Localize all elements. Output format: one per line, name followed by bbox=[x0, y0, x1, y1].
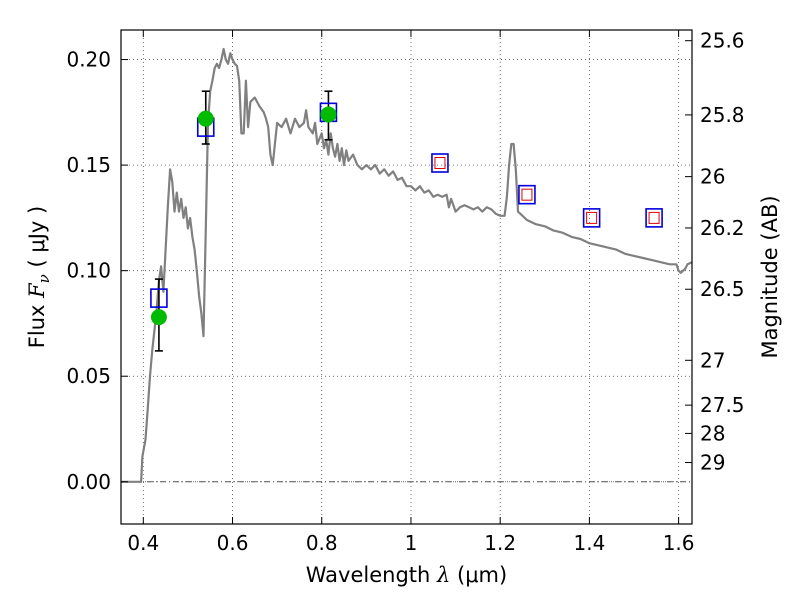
axis-ticks bbox=[121, 30, 692, 524]
x-tick-label: 0.6 bbox=[217, 531, 249, 555]
model-point-box bbox=[645, 208, 663, 228]
y2-tick-label: 25.8 bbox=[700, 103, 745, 127]
y2-tick-label: 29 bbox=[700, 451, 725, 475]
observed-point bbox=[150, 309, 167, 326]
tick-labels: 0.4 0.6 0.8 1 1.2 1.4 1.6 0.00 0.05 0.10 0.15 0.20 2… bbox=[66, 29, 744, 555]
x-tick-label: 0.4 bbox=[127, 531, 159, 555]
x-axis-title-symbol: λ bbox=[436, 563, 450, 587]
plot-frame bbox=[120, 29, 693, 525]
y2-axis-title: Magnitude (AB) bbox=[758, 195, 782, 358]
model-point-inner-box bbox=[434, 157, 446, 169]
y2-tick-label: 27 bbox=[700, 348, 725, 372]
y-axis-title: Flux Fν ( μJy ) bbox=[25, 206, 53, 348]
y-tick-label: 0.00 bbox=[66, 470, 111, 494]
y-tick-label: 0.05 bbox=[66, 364, 111, 388]
model-photometry bbox=[150, 102, 663, 308]
y2-tick-label: 27.5 bbox=[700, 393, 745, 417]
y-axis-title-symbol: F bbox=[25, 282, 49, 299]
model-point-inner-box bbox=[648, 211, 660, 224]
x-tick-label: 1.4 bbox=[573, 531, 605, 555]
model-point-box bbox=[518, 184, 536, 205]
model-point-inner-box bbox=[521, 188, 533, 201]
x-tick-label: 1.2 bbox=[484, 531, 516, 555]
y2-tick-label: 26 bbox=[700, 165, 725, 189]
y2-tick-label: 26.5 bbox=[700, 277, 745, 301]
model-point-box bbox=[431, 153, 449, 173]
y-axis-title-prefix: Flux bbox=[25, 298, 49, 348]
x-axis-title-unit: (μm) bbox=[450, 563, 507, 587]
y-tick-label: 0.15 bbox=[66, 153, 111, 177]
model-point-box bbox=[150, 288, 168, 308]
x-tick-label: 1.6 bbox=[663, 531, 695, 555]
x-tick-label: 1 bbox=[405, 531, 418, 555]
x-axis-title-prefix: Wavelength bbox=[306, 563, 437, 587]
observed-photometry bbox=[150, 106, 337, 326]
observed-point bbox=[320, 106, 337, 123]
model-point-box bbox=[582, 208, 601, 228]
y2-tick-label: 28 bbox=[700, 421, 725, 445]
x-axis-title: Wavelength λ (μm) bbox=[306, 563, 507, 587]
x-tick-label: 0.8 bbox=[306, 531, 338, 555]
sed-model-line bbox=[121, 47, 693, 483]
y-axis-title-subscript: ν bbox=[35, 274, 53, 283]
grid bbox=[121, 30, 692, 524]
y2-tick-label: 25.6 bbox=[700, 29, 745, 53]
y-axis-title-unit: ( μJy ) bbox=[25, 206, 49, 274]
y2-tick-label: 26.2 bbox=[700, 216, 745, 240]
y-tick-label: 0.20 bbox=[66, 48, 111, 72]
y-tick-label: 0.10 bbox=[66, 259, 111, 283]
model-point-inner-box bbox=[586, 211, 598, 224]
observed-point bbox=[197, 110, 214, 127]
